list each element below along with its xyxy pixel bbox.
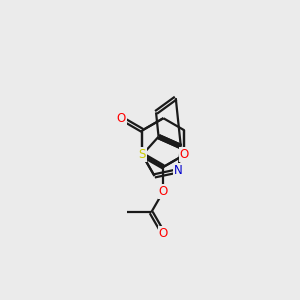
Text: O: O [159, 227, 168, 240]
Text: S: S [139, 148, 146, 161]
Text: O: O [159, 185, 168, 198]
Text: N: N [174, 164, 183, 177]
Text: O: O [180, 148, 189, 161]
Text: O: O [116, 112, 126, 125]
